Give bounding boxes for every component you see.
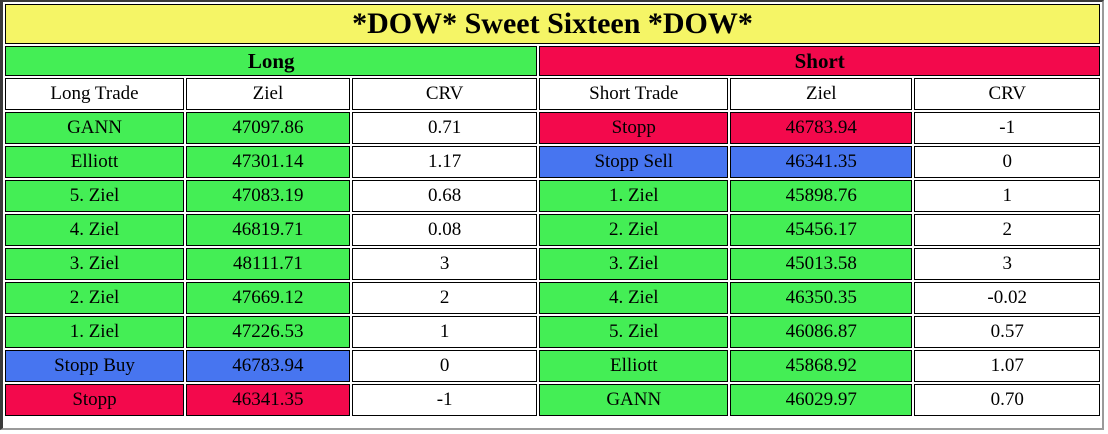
- short-crv-cell: 1: [914, 180, 1100, 212]
- column-header-row: Long Trade Ziel CRV Short Trade Ziel CRV: [5, 78, 1100, 110]
- short-crv-cell: -0.02: [914, 282, 1100, 314]
- long-crv-cell: -1: [351, 384, 538, 416]
- short-trade-cell: 4. Ziel: [539, 282, 729, 314]
- short-trade-cell: 1. Ziel: [539, 180, 729, 212]
- short-ziel-cell: 46341.35: [730, 146, 913, 178]
- long-trade-cell: 4. Ziel: [5, 214, 185, 246]
- short-crv-cell: -1: [914, 112, 1100, 144]
- long-ziel-cell: 46783.94: [186, 350, 350, 382]
- short-ziel-cell: 45898.76: [730, 180, 913, 212]
- long-trade-cell: 2. Ziel: [5, 282, 185, 314]
- short-trade-cell: GANN: [539, 384, 729, 416]
- short-crv-cell: 0: [914, 146, 1100, 178]
- short-crv-cell: 0.57: [914, 316, 1100, 348]
- title-row: *DOW* Sweet Sixteen *DOW*: [5, 4, 1100, 44]
- column-header-short-ziel: Ziel: [730, 78, 913, 110]
- long-trade-cell: 1. Ziel: [5, 316, 185, 348]
- long-crv-cell: 1: [351, 316, 538, 348]
- short-ziel-cell: 45013.58: [730, 248, 913, 280]
- long-trade-cell: Stopp: [5, 384, 185, 416]
- long-trade-cell: Elliott: [5, 146, 185, 178]
- table-row: 5. Ziel 47083.19 0.68 1. Ziel 45898.76 1: [5, 180, 1100, 212]
- column-header-long-ziel: Ziel: [186, 78, 350, 110]
- table-row: 4. Ziel 46819.71 0.08 2. Ziel 45456.17 2: [5, 214, 1100, 246]
- long-ziel-cell: 48111.71: [186, 248, 350, 280]
- table-row: Stopp 46341.35 -1 GANN 46029.97 0.70: [5, 384, 1100, 416]
- long-crv-cell: 0.71: [351, 112, 538, 144]
- short-trade-cell: 5. Ziel: [539, 316, 729, 348]
- page-title: *DOW* Sweet Sixteen *DOW*: [5, 4, 1100, 44]
- long-trade-cell: 3. Ziel: [5, 248, 185, 280]
- long-trade-cell: 5. Ziel: [5, 180, 185, 212]
- table-row: 3. Ziel 48111.71 3 3. Ziel 45013.58 3: [5, 248, 1100, 280]
- short-trade-cell: Stopp: [539, 112, 729, 144]
- column-header-long-crv: CRV: [351, 78, 538, 110]
- table-row: GANN 47097.86 0.71 Stopp 46783.94 -1: [5, 112, 1100, 144]
- column-header-short-crv: CRV: [914, 78, 1100, 110]
- column-header-long-trade: Long Trade: [5, 78, 185, 110]
- short-crv-cell: 1.07: [914, 350, 1100, 382]
- table-row: Stopp Buy 46783.94 0 Elliott 45868.92 1.07: [5, 350, 1100, 382]
- short-trade-cell: Stopp Sell: [539, 146, 729, 178]
- table-row: Elliott 47301.14 1.17 Stopp Sell 46341.35 0: [5, 146, 1100, 178]
- long-trade-cell: Stopp Buy: [5, 350, 185, 382]
- table-row: 2. Ziel 47669.12 2 4. Ziel 46350.35 -0.02: [5, 282, 1100, 314]
- long-crv-cell: 0: [351, 350, 538, 382]
- long-ziel-cell: 46819.71: [186, 214, 350, 246]
- short-ziel-cell: 46783.94: [730, 112, 913, 144]
- sweet-sixteen-table: *DOW* Sweet Sixteen *DOW* Long Short Lon…: [3, 2, 1102, 418]
- short-trade-cell: 3. Ziel: [539, 248, 729, 280]
- short-crv-cell: 0.70: [914, 384, 1100, 416]
- short-ziel-cell: 46350.35: [730, 282, 913, 314]
- long-crv-cell: 0.08: [351, 214, 538, 246]
- short-trade-cell: Elliott: [539, 350, 729, 382]
- long-crv-cell: 1.17: [351, 146, 538, 178]
- column-header-short-trade: Short Trade: [539, 78, 729, 110]
- long-crv-cell: 3: [351, 248, 538, 280]
- long-ziel-cell: 47669.12: [186, 282, 350, 314]
- section-header-row: Long Short: [5, 46, 1100, 76]
- table-body: GANN 47097.86 0.71 Stopp 46783.94 -1 Elliott 47…: [5, 112, 1100, 416]
- table-row: 1. Ziel 47226.53 1 5. Ziel 46086.87 0.57: [5, 316, 1100, 348]
- short-ziel-cell: 45456.17: [730, 214, 913, 246]
- short-crv-cell: 2: [914, 214, 1100, 246]
- section-header-short: Short: [539, 46, 1100, 76]
- long-ziel-cell: 47301.14: [186, 146, 350, 178]
- section-header-long: Long: [5, 46, 538, 76]
- short-ziel-cell: 45868.92: [730, 350, 913, 382]
- long-crv-cell: 0.68: [351, 180, 538, 212]
- long-ziel-cell: 47097.86: [186, 112, 350, 144]
- long-ziel-cell: 46341.35: [186, 384, 350, 416]
- long-ziel-cell: 47083.19: [186, 180, 350, 212]
- short-ziel-cell: 46029.97: [730, 384, 913, 416]
- long-crv-cell: 2: [351, 282, 538, 314]
- short-crv-cell: 3: [914, 248, 1100, 280]
- long-trade-cell: GANN: [5, 112, 185, 144]
- long-ziel-cell: 47226.53: [186, 316, 350, 348]
- short-trade-cell: 2. Ziel: [539, 214, 729, 246]
- short-ziel-cell: 46086.87: [730, 316, 913, 348]
